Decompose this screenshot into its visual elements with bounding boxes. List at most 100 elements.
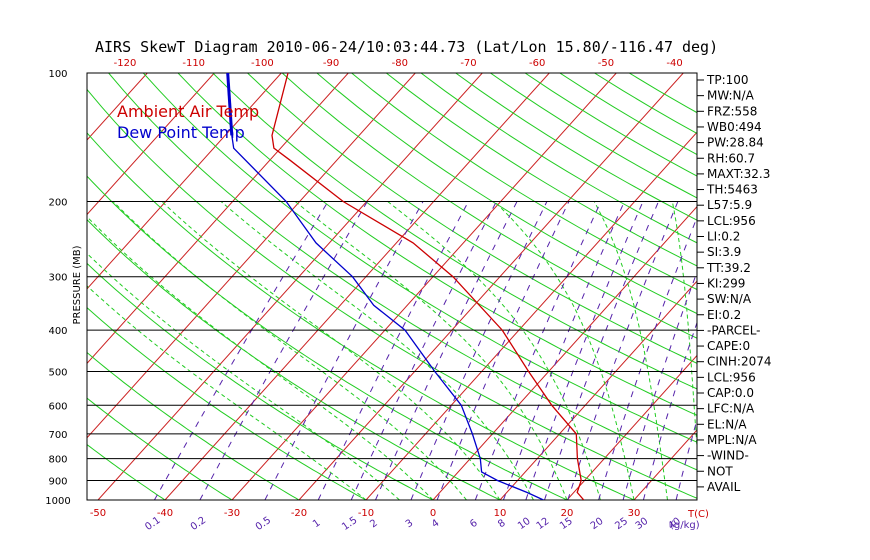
stat-entry: FRZ:558 (707, 104, 757, 118)
dry-adiabat-line (385, 73, 697, 267)
x-axis-unit-label: T(C) (687, 509, 709, 520)
mixing-ratio-tick-label: 6 (468, 518, 480, 531)
top-temperature-tick-label: -120 (114, 58, 137, 69)
dry-adiabat-line (490, 73, 697, 199)
isotherm-line (87, 73, 416, 439)
dry-adiabat-line (87, 262, 434, 500)
dry-adiabat-line (212, 73, 697, 390)
pressure-tick-label: 300 (48, 273, 67, 284)
mixing-ratio-tick-label: 12 (535, 516, 552, 532)
mixing-ratio-line (375, 201, 518, 500)
mixing-ratio-tick-label: 20 (589, 516, 606, 532)
stat-entry: LFC:N/A (707, 402, 755, 416)
dry-adiabat-line (247, 73, 697, 364)
isotherm-line (566, 354, 697, 500)
bottom-temperature-tick-label: -30 (224, 508, 240, 519)
mixing-ratio-line (675, 417, 697, 500)
dry-adiabat-line (87, 132, 635, 500)
y-axis-label: PRESSURE (MB) (72, 245, 83, 324)
mixing-ratio-line (525, 201, 644, 500)
mixing-ratio-tick-label: 4 (430, 518, 442, 531)
pressure-tick-label: 500 (48, 367, 67, 378)
stat-entry: MW:N/A (707, 89, 755, 103)
isotherm-line (87, 73, 282, 290)
mixing-ratio-line (199, 201, 368, 500)
stat-entry: MAXT:32.3 (707, 167, 770, 181)
mixing-ratio-tick-label: 2 (368, 518, 380, 531)
moist-adiabat-line (87, 252, 400, 500)
pressure-tick-label: 1000 (45, 496, 70, 507)
stat-entry: PW:28.84 (707, 136, 764, 150)
isotherm-line (97, 73, 483, 500)
isotherm-line (87, 73, 349, 365)
upper-dew-point-segment-line (226, 73, 234, 136)
dry-adiabat-line (281, 73, 697, 339)
bottom-temperature-tick-label: -50 (90, 508, 106, 519)
dry-adiabat-line (316, 73, 697, 315)
top-temperature-tick-label: -100 (251, 58, 274, 69)
stat-entry: EI:0.2 (707, 308, 741, 322)
stat-entry: WB0:494 (707, 120, 762, 134)
stat-entry: LI:0.2 (707, 230, 740, 244)
mixing-ratio-unit-label: (g/kg) (670, 520, 700, 531)
mixing-ratio-tick-label: 1 (311, 518, 323, 531)
mixing-ratio-line (264, 201, 424, 500)
stat-entry: TP:100 (706, 73, 749, 87)
pressure-tick-label: 400 (48, 326, 67, 337)
dry-adiabat-line (87, 88, 697, 499)
pressure-tick-label: 100 (48, 69, 67, 80)
stat-entry: -WIND- (707, 449, 749, 463)
top-temperature-tick-label: -40 (666, 58, 682, 69)
bottom-temperature-tick-label: -10 (358, 508, 374, 519)
dry-adiabat-line (142, 73, 697, 443)
stat-entry: CINH:2074 (707, 355, 772, 369)
dry-adiabat-line (87, 443, 166, 500)
stat-entry: TH:5463 (706, 183, 758, 197)
mixing-ratio-tick-label: 1.5 (340, 515, 359, 533)
mixing-ratio-tick-label: 0.5 (254, 515, 273, 533)
moist-adiabat-line (161, 201, 501, 500)
dry-adiabat-line (351, 73, 697, 291)
mixing-ratio-line (410, 201, 548, 500)
stat-entry: -PARCEL- (707, 323, 761, 337)
bottom-temperature-tick-label: -20 (291, 508, 307, 519)
isotherm-line (0, 73, 13, 500)
mixing-ratio-line (350, 201, 497, 500)
stat-entry: CAPE:0 (707, 339, 750, 353)
chart-title: AIRS SkewT Diagram 2010-06-24/10:03:44.7… (95, 38, 718, 56)
dry-adiabat-line (455, 73, 697, 221)
pressure-tick-label: 200 (48, 198, 67, 209)
legend-dew-point-temp: Dew Point Temp (117, 123, 245, 142)
top-temperature-tick-label: -90 (323, 58, 339, 69)
stat-entry: LCL:956 (707, 370, 756, 384)
bottom-temperature-tick-label: 10 (494, 508, 507, 519)
dry-adiabat-line (420, 73, 697, 244)
isobar-lines (86, 72, 698, 501)
stat-entry: EL:N/A (707, 417, 747, 431)
isotherm-line (298, 73, 684, 500)
stat-entry: AVAIL (707, 480, 741, 494)
top-temperature-tick-label: -110 (182, 58, 205, 69)
isotherm-line (432, 205, 697, 500)
stat-entry: MPL:N/A (707, 433, 757, 447)
moist-adiabat-line (87, 216, 434, 500)
top-temperature-tick-label: -60 (529, 58, 545, 69)
mixing-ratio-line (153, 201, 329, 500)
sounding-series (226, 73, 585, 500)
stat-entry: NOT (707, 464, 733, 478)
top-temperature-tick-label: -70 (460, 58, 476, 69)
isotherm-line (0, 73, 80, 500)
mixing-ratio-tick-label: 0.2 (189, 515, 208, 533)
isotherm-line (231, 73, 617, 500)
stat-entry: RH:60.7 (707, 151, 755, 165)
bottom-temperature-tick-label: 30 (628, 508, 641, 519)
pressure-tick-label: 900 (48, 476, 67, 487)
pressure-tick-label: 600 (48, 401, 67, 412)
dry-adiabat-line (87, 307, 367, 500)
mixing-ratio-line (598, 216, 697, 500)
stat-entry: KI:299 (707, 276, 745, 290)
dry-adiabat-line (87, 175, 568, 500)
